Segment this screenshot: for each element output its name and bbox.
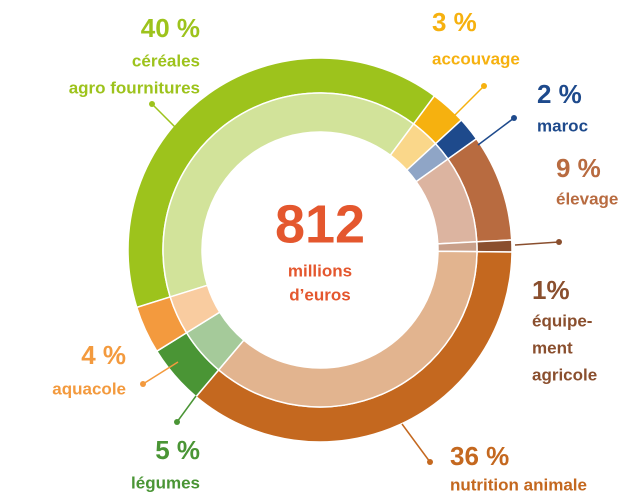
category-label: céréales	[132, 51, 200, 70]
donut	[127, 57, 513, 443]
value-label: 4 %	[81, 340, 126, 370]
leader-dot	[556, 239, 562, 245]
total-label: millions	[288, 261, 352, 280]
leader-dot	[149, 101, 155, 107]
category-label: légumes	[131, 473, 200, 492]
leader-dot	[140, 381, 146, 387]
leader-dot	[481, 83, 487, 89]
category-label: équipe-	[532, 311, 592, 330]
inner-segment	[169, 284, 221, 334]
inner-segment	[217, 250, 478, 408]
category-label: aquacole	[52, 379, 126, 398]
leader-dot	[174, 419, 180, 425]
leader-line	[142, 361, 179, 385]
category-label: nutrition animale	[450, 475, 587, 494]
leader-line	[451, 85, 485, 119]
segment	[475, 239, 513, 253]
category-label: élevage	[556, 189, 618, 208]
value-label: 36 %	[450, 441, 509, 471]
category-label: agricole	[532, 365, 597, 384]
inner-segment	[437, 240, 478, 253]
category-label: maroc	[537, 116, 588, 135]
value-label: 5 %	[155, 435, 200, 465]
leader-line	[401, 423, 431, 463]
leader-line	[477, 117, 515, 146]
leader-dot	[427, 459, 433, 465]
leader-line	[176, 395, 197, 423]
value-label: 2 %	[537, 79, 582, 109]
leader-dot	[511, 115, 517, 121]
category-label: agro fournitures	[69, 78, 200, 97]
value-label: 1%	[532, 275, 570, 305]
total-label: d’euros	[289, 285, 350, 304]
value-label: 3 %	[432, 7, 477, 37]
category-label: ment	[532, 338, 573, 357]
value-label: 9 %	[556, 153, 601, 183]
value-label: 40 %	[141, 13, 200, 43]
inner-segment	[162, 92, 415, 298]
category-label: accouvage	[432, 49, 520, 68]
leader-line	[514, 241, 560, 246]
total-value: 812	[275, 194, 365, 254]
leader-line	[151, 103, 191, 143]
